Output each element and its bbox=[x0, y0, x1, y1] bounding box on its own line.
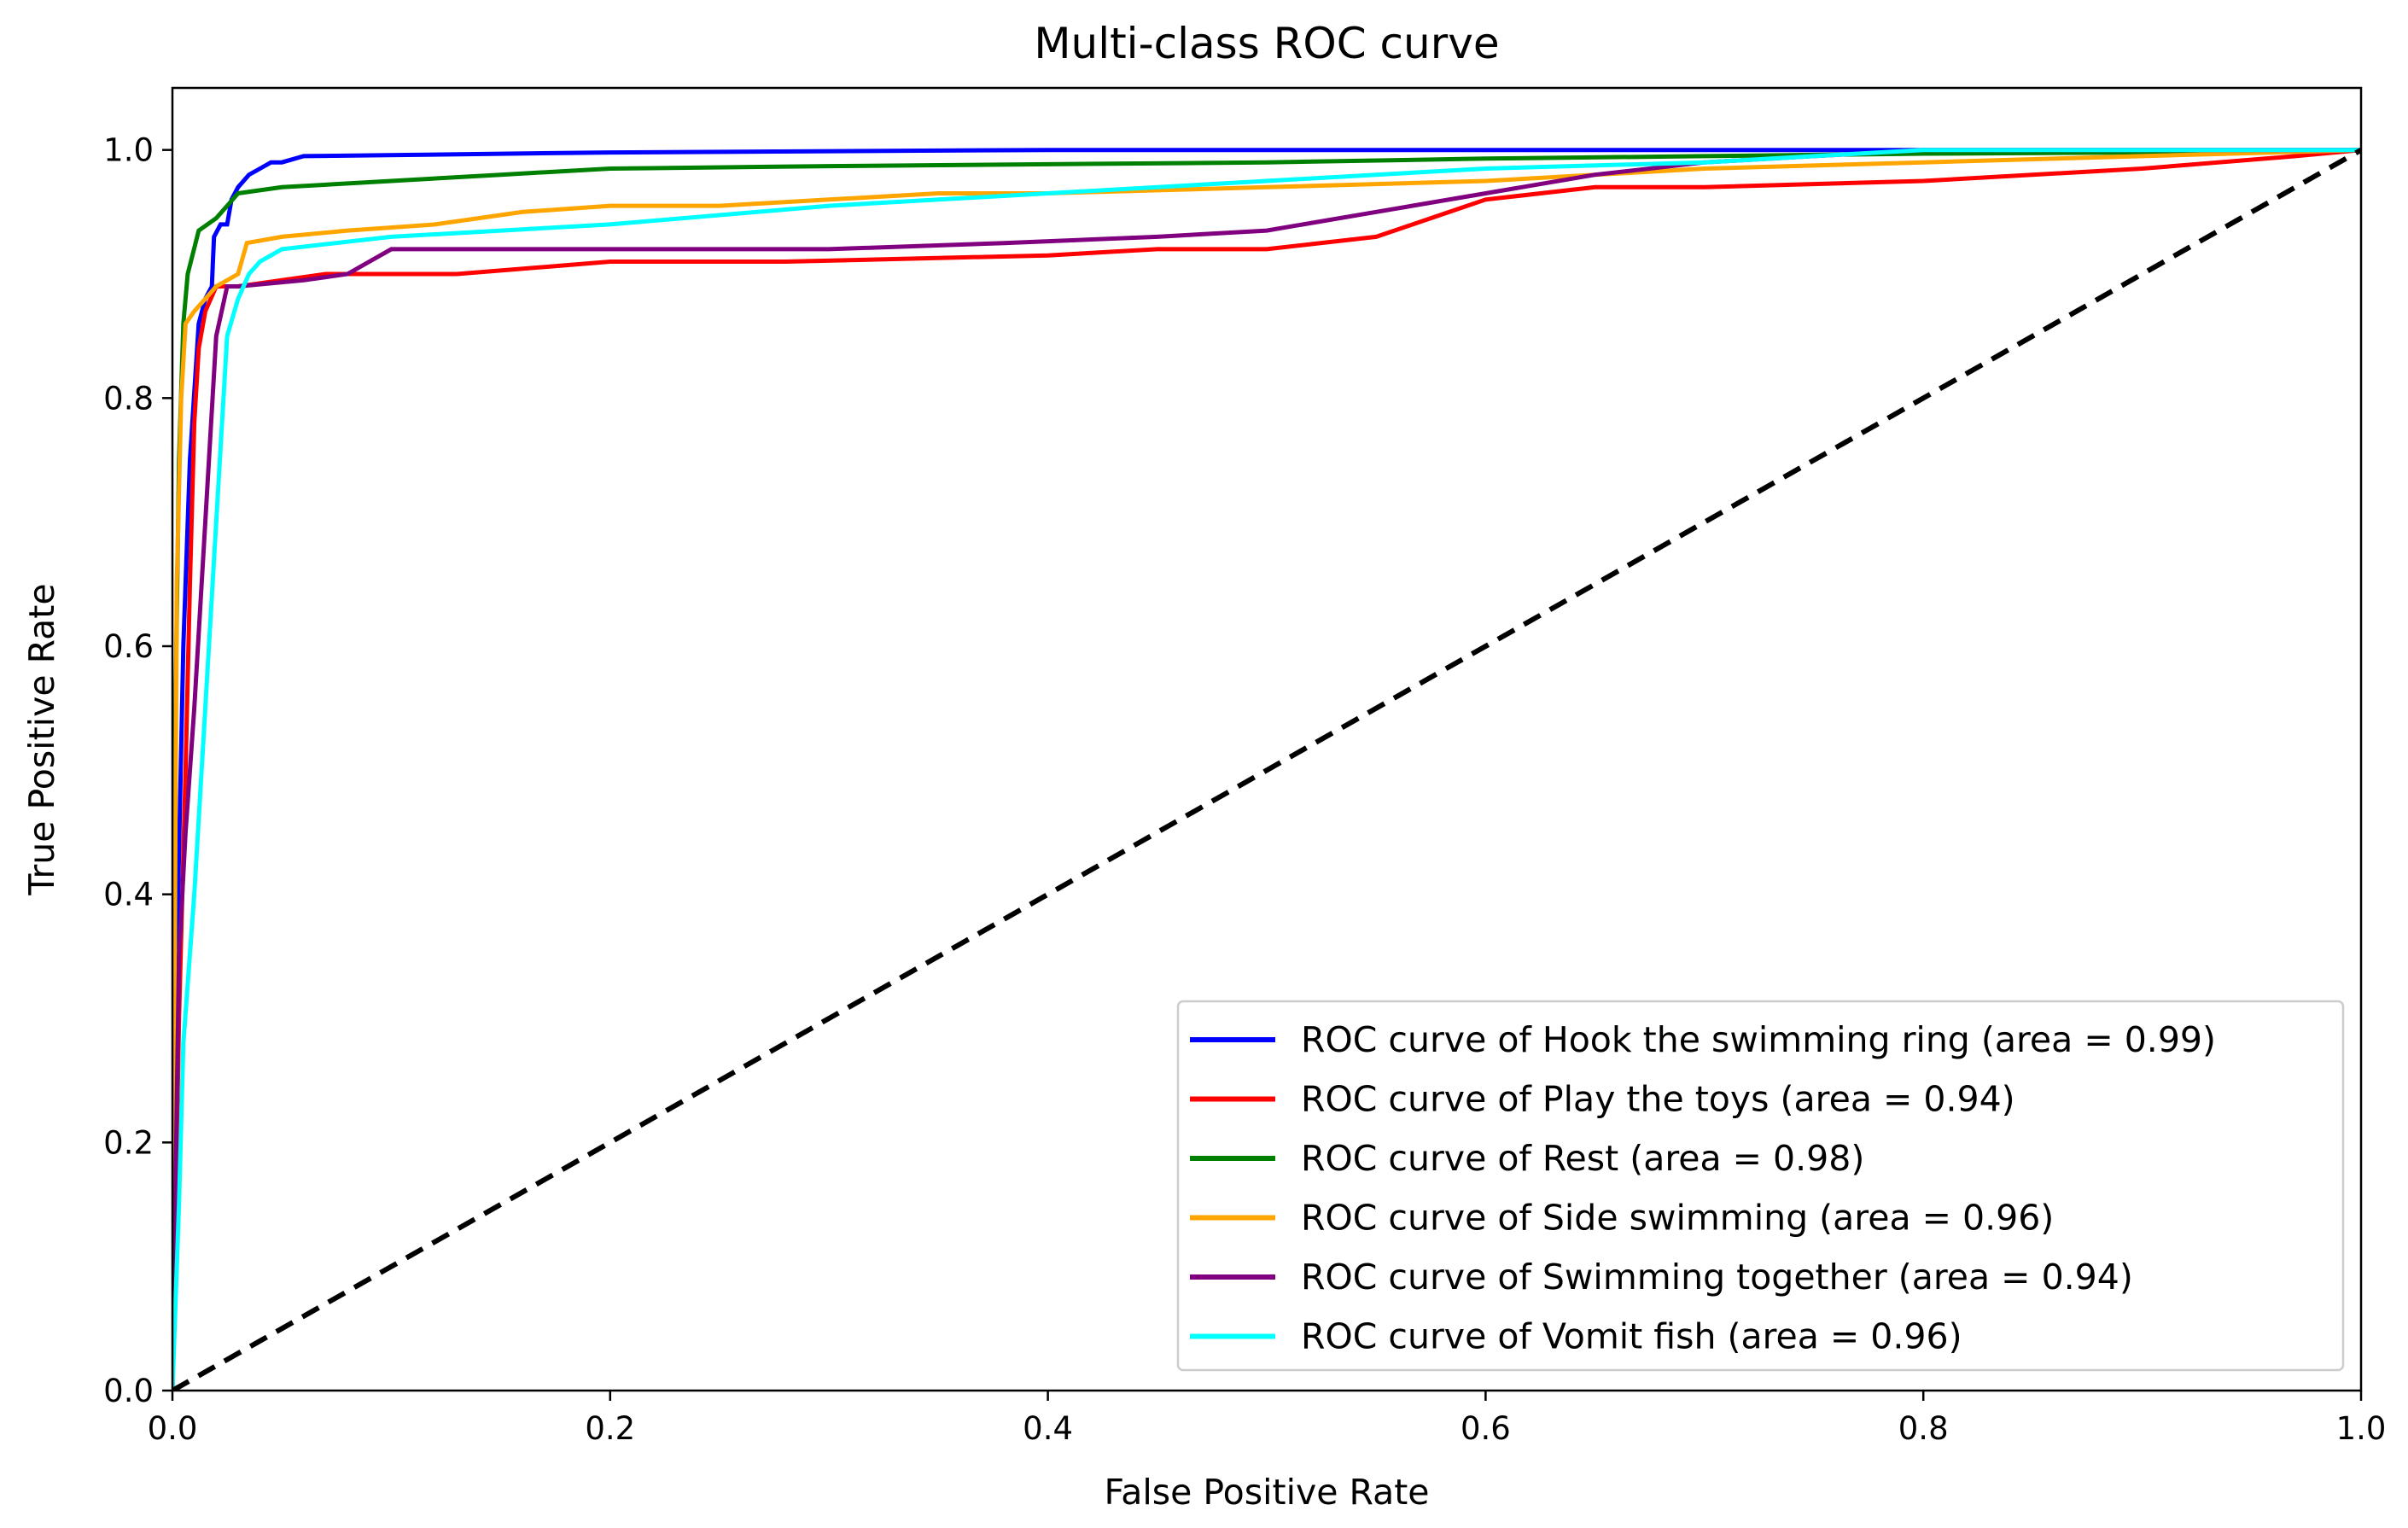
legend-items: ROC curve of Hook the swimming ring (are… bbox=[1190, 1019, 2216, 1357]
x-tick-label: 0.8 bbox=[1898, 1410, 1949, 1447]
x-tick-label: 0.0 bbox=[148, 1410, 198, 1447]
y-tick-label: 0.6 bbox=[103, 628, 154, 665]
legend-label: ROC curve of Hook the swimming ring (are… bbox=[1301, 1019, 2216, 1060]
legend-label: ROC curve of Swimming together (area = 0… bbox=[1301, 1257, 2133, 1298]
x-tick-label: 0.6 bbox=[1461, 1410, 1511, 1447]
legend: ROC curve of Hook the swimming ring (are… bbox=[1176, 1000, 2345, 1372]
x-tick-label: 0.4 bbox=[1023, 1410, 1073, 1447]
x-axis-label: False Positive Rate bbox=[1104, 1472, 1429, 1513]
legend-box bbox=[1176, 1000, 2345, 1372]
roc-curve-series-2 bbox=[172, 148, 2361, 1391]
y-axis-label: True Positive Rate bbox=[21, 583, 62, 895]
y-tick-label: 0.8 bbox=[103, 380, 154, 417]
legend-label: ROC curve of Vomit fish (area = 0.96) bbox=[1301, 1316, 1962, 1357]
legend-label: ROC curve of Rest (area = 0.98) bbox=[1301, 1138, 1864, 1179]
y-tick-label: 1.0 bbox=[103, 132, 154, 169]
chance-diagonal-line bbox=[172, 148, 2361, 1391]
plot-frame bbox=[171, 86, 2363, 1392]
roc-curve-series-4 bbox=[172, 148, 2361, 1391]
legend-label: ROC curve of Side swimming (area = 0.96) bbox=[1301, 1198, 2054, 1239]
curves-layer bbox=[172, 148, 2361, 1391]
chart-title: Multi-class ROC curve bbox=[1034, 19, 1499, 68]
roc-curve-series-6 bbox=[172, 148, 2361, 1391]
x-tick-label: 0.2 bbox=[585, 1410, 635, 1447]
y-tick-label: 0.2 bbox=[103, 1124, 154, 1161]
roc-curve-series-5 bbox=[172, 148, 2361, 1391]
legend-label: ROC curve of Play the toys (area = 0.94) bbox=[1301, 1079, 2015, 1120]
roc-curve-series-3 bbox=[172, 148, 2361, 1391]
y-tick-label: 0.0 bbox=[103, 1373, 154, 1409]
y-tick-label: 0.4 bbox=[103, 877, 154, 913]
x-tick-label: 1.0 bbox=[2336, 1410, 2387, 1447]
ticks-layer: 0.0 0.2 0.4 0.6 0.8 1.0 0.0 0.2 0.4 0.6 0.8 1.0 bbox=[103, 132, 2386, 1447]
